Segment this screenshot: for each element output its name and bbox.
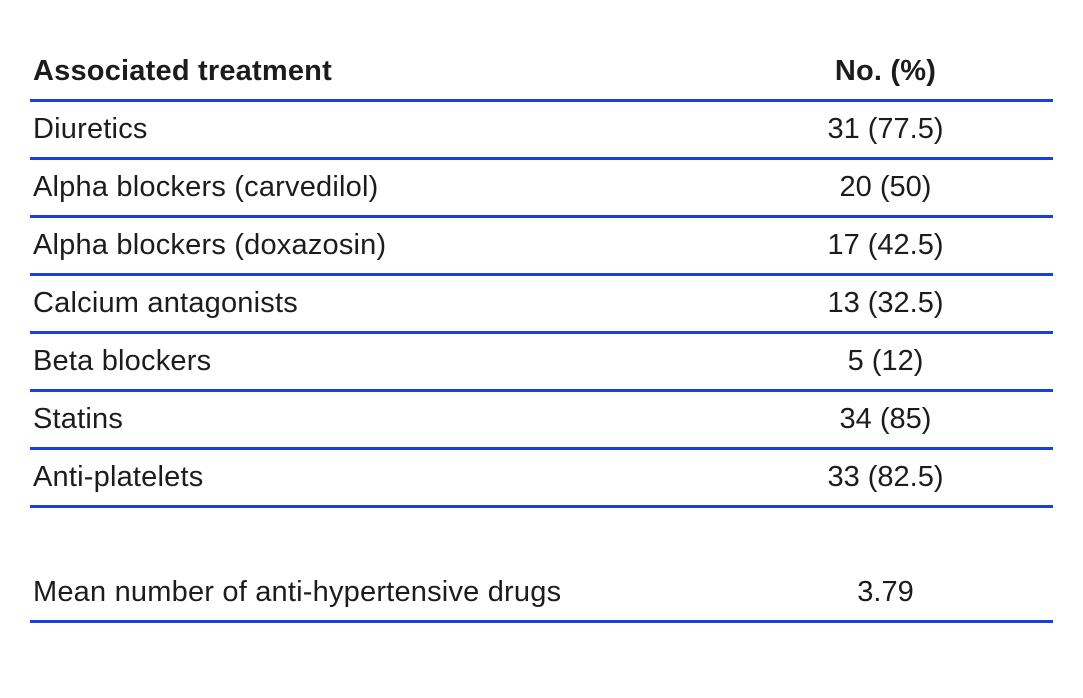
treatment-label: Calcium antagonists [33, 287, 298, 319]
associated-treatment-table: Associated treatment No. (%) Diuretics 3… [30, 44, 1053, 623]
table-row: Alpha blockers (doxazosin) 17 (42.5) [30, 218, 1053, 276]
treatment-label: Alpha blockers (carvedilol) [33, 171, 379, 203]
mean-drugs-value: 3.79 [857, 576, 914, 608]
treatment-label: Diuretics [33, 113, 148, 145]
table-row: Beta blockers 5 (12) [30, 334, 1053, 392]
table-row: Diuretics 31 (77.5) [30, 102, 1053, 160]
treatment-label: Alpha blockers (doxazosin) [33, 229, 387, 261]
treatment-label: Beta blockers [33, 345, 212, 377]
treatment-label: Statins [33, 403, 124, 435]
mean-drugs-label: Mean number of anti-hypertensive drugs [33, 576, 562, 608]
treatment-value: 20 (50) [839, 171, 932, 203]
table-row: Calcium antagonists 13 (32.5) [30, 276, 1053, 334]
treatment-value: 33 (82.5) [827, 461, 944, 493]
table-row: Statins 34 (85) [30, 392, 1053, 450]
treatment-value: 34 (85) [839, 403, 932, 435]
table-footer-row: Mean number of anti-hypertensive drugs 3… [30, 565, 1053, 623]
header-treatment-column: Associated treatment [33, 55, 332, 87]
treatment-value: 13 (32.5) [827, 287, 944, 319]
table-row: Anti-platelets 33 (82.5) [30, 450, 1053, 508]
table-section-gap [30, 508, 1053, 565]
treatment-value: 5 (12) [847, 345, 924, 377]
table-header-row: Associated treatment No. (%) [30, 44, 1053, 102]
treatment-value: 17 (42.5) [827, 229, 944, 261]
treatment-value: 31 (77.5) [827, 113, 944, 145]
header-value-column: No. (%) [834, 55, 937, 87]
table-row: Alpha blockers (carvedilol) 20 (50) [30, 160, 1053, 218]
treatment-label: Anti-platelets [33, 461, 204, 493]
